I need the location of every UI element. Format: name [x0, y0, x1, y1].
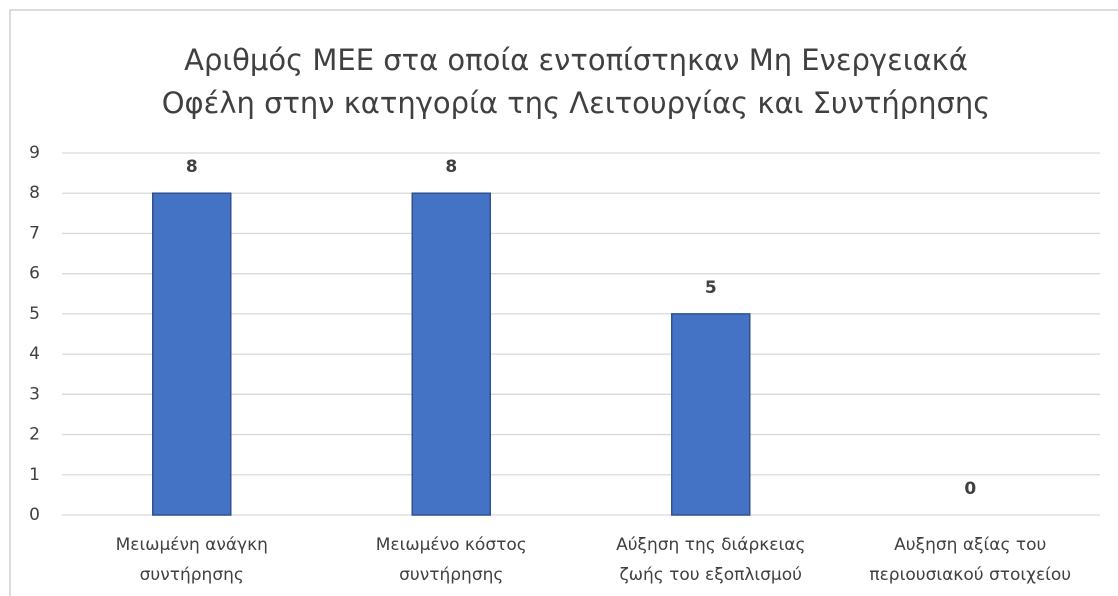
x-tick-label: συντήρησης [399, 565, 503, 585]
chart-title: Οφέλη στην κατηγορία της Λειτουργίας και… [162, 86, 991, 120]
y-tick-label: 2 [29, 425, 40, 445]
y-tick-label: 7 [29, 223, 40, 243]
x-tick-label: Μειωμένη ανάγκη [116, 535, 268, 555]
y-tick-label: 6 [29, 264, 40, 284]
x-tick-label: Αύξηση της διάρκειας [616, 535, 805, 555]
x-tick-label: Μειωμένο κόστος [376, 535, 527, 555]
bar [152, 192, 232, 516]
x-tick-label: περιουσιακού στοιχείου [869, 565, 1071, 585]
chart-title: Αριθμός ΜΕΕ στα οποία εντοπίστηκαν Μη Εν… [184, 43, 968, 77]
x-tick-label: ζωής του εξοπλισμού [620, 565, 802, 585]
y-tick-label: 5 [29, 304, 40, 324]
y-tick-label: 9 [29, 143, 40, 163]
data-label: 8 [186, 157, 198, 177]
y-tick-label: 4 [29, 344, 40, 364]
y-tick-label: 0 [29, 505, 40, 525]
data-label: 5 [705, 278, 717, 298]
y-tick-label: 3 [29, 384, 40, 404]
bar [411, 192, 491, 516]
data-label: 8 [445, 157, 457, 177]
x-tick-label: Αυξηση αξίας του [894, 535, 1046, 555]
data-label: 0 [964, 479, 976, 499]
bar [671, 313, 751, 516]
x-tick-label: συντήρησης [140, 565, 244, 585]
y-tick-label: 1 [29, 465, 40, 485]
y-tick-label: 8 [29, 183, 40, 203]
